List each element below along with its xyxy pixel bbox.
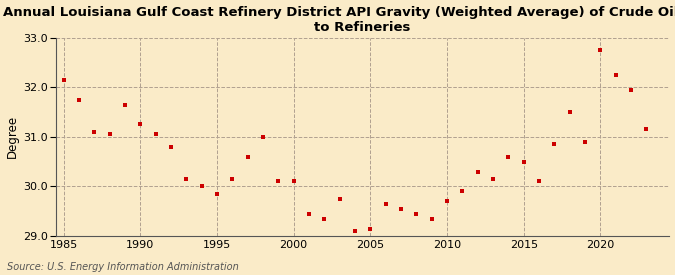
Point <box>319 216 330 221</box>
Point <box>503 155 514 159</box>
Point <box>273 179 284 184</box>
Point <box>610 73 621 77</box>
Point <box>580 139 591 144</box>
Point <box>518 160 529 164</box>
Point <box>135 122 146 127</box>
Point <box>242 155 253 159</box>
Point <box>472 169 483 174</box>
Point <box>151 132 161 136</box>
Point <box>89 130 100 134</box>
Point <box>487 177 498 181</box>
Point <box>288 179 299 184</box>
Point <box>411 211 422 216</box>
Point <box>119 102 130 107</box>
Point <box>441 199 452 204</box>
Point <box>58 78 69 82</box>
Text: Source: U.S. Energy Information Administration: Source: U.S. Energy Information Administ… <box>7 262 238 272</box>
Point <box>334 197 345 201</box>
Point <box>104 132 115 136</box>
Point <box>365 226 376 231</box>
Point <box>165 144 176 149</box>
Point <box>641 127 652 131</box>
Point <box>380 202 391 206</box>
Point <box>564 110 575 114</box>
Point <box>549 142 560 146</box>
Point <box>457 189 468 194</box>
Point <box>211 192 222 196</box>
Point <box>427 216 437 221</box>
Y-axis label: Degree: Degree <box>5 115 18 158</box>
Point <box>227 177 238 181</box>
Point <box>258 134 269 139</box>
Point <box>396 207 406 211</box>
Point <box>74 97 84 102</box>
Point <box>626 87 637 92</box>
Point <box>534 179 545 184</box>
Point <box>350 229 360 233</box>
Point <box>304 211 315 216</box>
Point <box>196 184 207 189</box>
Title: Annual Louisiana Gulf Coast Refinery District API Gravity (Weighted Average) of : Annual Louisiana Gulf Coast Refinery Dis… <box>3 6 675 34</box>
Point <box>181 177 192 181</box>
Point <box>595 48 606 52</box>
